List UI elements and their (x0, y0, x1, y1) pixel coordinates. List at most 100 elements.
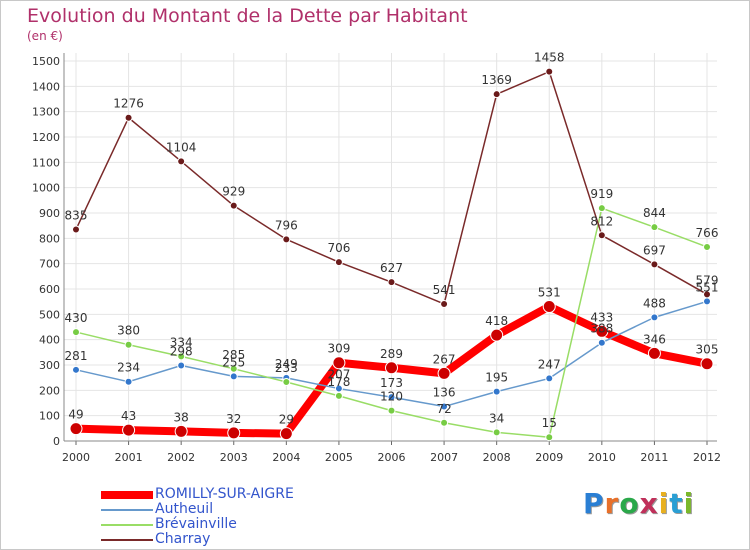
y-tick-label: 1400 (32, 80, 60, 93)
data-label: 697 (643, 243, 666, 257)
chart-title: Evolution du Montant de la Dette par Hab… (27, 5, 468, 27)
data-label: 32 (226, 412, 241, 426)
data-label: 49 (68, 408, 83, 422)
data-point (650, 223, 659, 232)
logo-letter: o (619, 487, 640, 520)
data-point (387, 393, 396, 402)
logo-letter: i (658, 487, 670, 520)
data-label: 919 (590, 187, 613, 201)
data-point (387, 406, 396, 415)
x-tick-label: 2007 (430, 451, 458, 464)
data-point (332, 356, 346, 370)
data-label: 706 (327, 241, 350, 255)
data-point (177, 352, 186, 361)
legend-item: Autheuil (101, 502, 294, 517)
data-point (437, 366, 451, 380)
data-label: 195 (485, 371, 508, 385)
data-point (492, 428, 501, 437)
legend-swatch (101, 538, 153, 541)
data-label: 380 (117, 324, 140, 338)
legend-label: Brévainville (155, 516, 237, 532)
proxiti-logo: Proxiti (583, 487, 694, 520)
data-point (492, 387, 501, 396)
data-label: 1104 (166, 140, 197, 154)
data-label: 346 (643, 332, 666, 346)
data-label: 234 (117, 361, 140, 375)
y-tick-label: 600 (39, 283, 60, 296)
data-point (440, 299, 449, 308)
legend-item: Brévainville (101, 517, 294, 532)
legend-item: ROMILLY-SUR-AIGRE (101, 487, 294, 502)
data-point (282, 377, 291, 386)
data-label: 43 (121, 409, 136, 423)
data-label: 766 (696, 226, 719, 240)
logo-letter: i (683, 487, 695, 520)
data-label: 38 (174, 410, 189, 424)
data-point (440, 418, 449, 427)
legend-swatch (101, 508, 153, 511)
data-point (334, 391, 343, 400)
data-label: 433 (590, 310, 613, 324)
data-point (700, 357, 714, 371)
data-label: 267 (433, 352, 456, 366)
x-tick-label: 2011 (640, 451, 668, 464)
y-tick-label: 1100 (32, 156, 60, 169)
data-label: 207 (327, 368, 350, 382)
x-tick-label: 2005 (325, 451, 353, 464)
data-point (229, 201, 238, 210)
legend-label: Charray (155, 531, 211, 547)
data-point (124, 113, 133, 122)
y-tick-label: 800 (39, 232, 60, 245)
data-label: 541 (433, 283, 456, 297)
data-label: 281 (65, 349, 88, 363)
data-label: 929 (222, 185, 245, 199)
data-point (279, 427, 293, 441)
data-point (124, 377, 133, 386)
data-point (227, 426, 241, 440)
data-point (177, 157, 186, 166)
data-point (282, 235, 291, 244)
data-point (542, 299, 556, 313)
data-point (334, 258, 343, 267)
logo-letter: t (669, 487, 684, 520)
data-label: 34 (489, 411, 504, 425)
data-point (229, 372, 238, 381)
y-tick-label: 0 (53, 435, 60, 448)
x-tick-label: 2010 (588, 451, 616, 464)
y-tick-label: 400 (39, 334, 60, 347)
data-label: 255 (222, 355, 245, 369)
data-point (122, 423, 136, 437)
data-label: 15 (542, 416, 557, 430)
data-label: 579 (696, 273, 719, 287)
legend-swatch (101, 523, 153, 526)
data-point (385, 361, 398, 375)
data-point (174, 424, 188, 438)
x-tick-label: 2001 (115, 451, 143, 464)
data-point (597, 204, 606, 213)
data-point (595, 324, 609, 338)
data-point (72, 328, 80, 337)
y-tick-label: 700 (39, 258, 60, 271)
data-point (72, 365, 80, 374)
data-point (69, 422, 83, 436)
y-tick-label: 500 (39, 308, 60, 321)
y-tick-label: 300 (39, 359, 60, 372)
data-point (647, 346, 661, 360)
data-label: 247 (538, 357, 561, 371)
x-tick-label: 2008 (483, 451, 511, 464)
data-label: 796 (275, 218, 298, 232)
data-point (490, 328, 504, 342)
data-point (545, 433, 554, 442)
data-label: 249 (275, 357, 298, 371)
data-label: 285 (222, 348, 245, 362)
data-label: 173 (380, 376, 403, 390)
y-tick-label: 1500 (32, 55, 60, 68)
x-tick-label: 2000 (62, 451, 90, 464)
logo-letter: x (639, 487, 659, 520)
x-tick-label: 2006 (378, 451, 406, 464)
data-label: 812 (590, 214, 613, 228)
data-label: 627 (380, 261, 403, 275)
data-label: 233 (275, 361, 298, 375)
